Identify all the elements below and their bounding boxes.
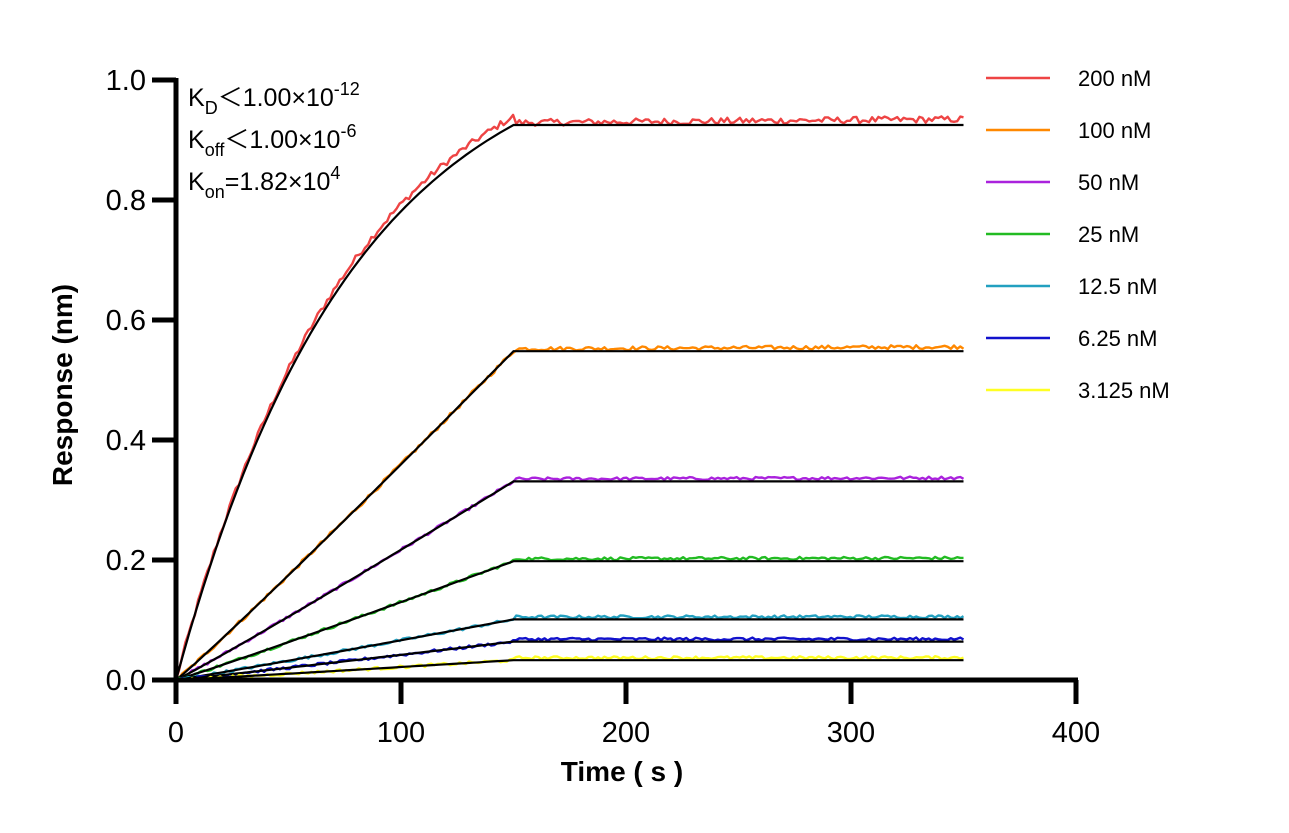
fit-curve: [175, 618, 964, 682]
constant-exponent: -6: [340, 121, 356, 141]
fit-curve: [175, 659, 964, 682]
y-tick-label: 1.0: [106, 65, 146, 97]
fit-curve: [174, 123, 964, 681]
y-axis-title: Response (nm): [47, 284, 78, 486]
series-line: [175, 475, 965, 682]
constant-value: 1.00×10: [243, 84, 334, 112]
plot-area: [174, 113, 965, 683]
x-tick-label: 400: [1052, 717, 1100, 749]
constant-value: 1.82×10: [239, 168, 330, 196]
fit-curve: [175, 640, 964, 682]
legend-label: 6.25 nM: [1078, 326, 1158, 351]
series-line: [174, 113, 964, 681]
constant-subscript: on: [205, 182, 225, 202]
series-line: [175, 344, 965, 682]
constant-subscript: off: [205, 140, 226, 160]
constant-symbol: K: [188, 168, 205, 196]
x-tick-label: 200: [602, 717, 650, 749]
series-line: [175, 614, 965, 682]
legend-label: 100 nM: [1078, 118, 1151, 143]
y-tick-label: 0.8: [106, 185, 146, 217]
constant-relation: ＜: [218, 84, 243, 112]
constant-symbol: K: [188, 126, 205, 154]
fit-curve: [175, 560, 964, 682]
x-ticks: 0 100 200 300 400: [168, 680, 1100, 749]
x-axis-title: Time ( s ): [561, 756, 683, 787]
legend-label: 50 nM: [1078, 170, 1139, 195]
legend-label: 200 nM: [1078, 66, 1151, 91]
kinetic-constant: Kon=1.82×104: [188, 163, 340, 202]
y-tick-label: 0.0: [106, 665, 146, 697]
y-tick-label: 0.4: [106, 425, 146, 457]
constant-relation: =: [225, 168, 240, 196]
x-tick-label: 100: [377, 717, 425, 749]
legend-label: 12.5 nM: [1078, 274, 1158, 299]
fit-curve: [175, 480, 964, 681]
legend: 200 nM 100 nM 50 nM 25 nM 12.5 nM 6.25 nM 3.12…: [986, 66, 1170, 403]
constant-exponent: -12: [334, 79, 360, 99]
fit-curve: [175, 350, 964, 681]
constant-subscript: D: [205, 98, 218, 118]
y-tick-label: 0.2: [106, 545, 146, 577]
constant-relation: ＜: [224, 126, 249, 154]
constant-value: 1.00×10: [249, 126, 340, 154]
kinetic-constant: KD＜1.00×10-12: [188, 79, 360, 118]
y-ticks: 0.0 0.2 0.4 0.6 0.8 1.0: [106, 65, 176, 697]
y-tick-label: 0.6: [106, 305, 146, 337]
legend-label: 3.125 nM: [1078, 378, 1170, 403]
x-tick-label: 300: [827, 717, 875, 749]
x-tick-label: 0: [168, 717, 184, 749]
constant-exponent: 4: [330, 163, 340, 183]
kinetic-constant: Koff＜1.00×10-6: [188, 121, 356, 160]
legend-label: 25 nM: [1078, 222, 1139, 247]
constant-symbol: K: [188, 84, 205, 112]
